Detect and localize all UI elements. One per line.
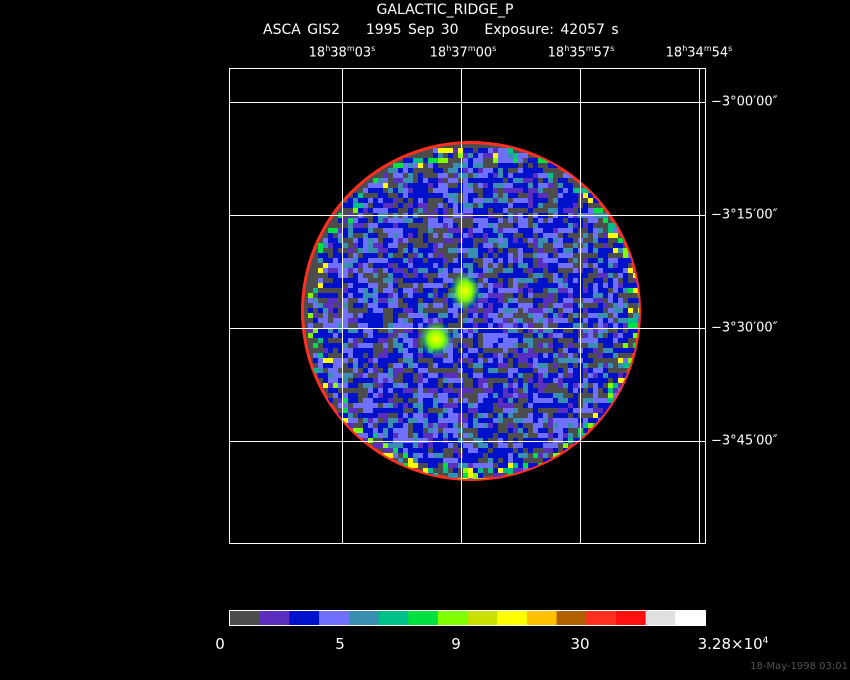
colorbar-swatch — [675, 611, 706, 625]
colorbar-frame — [229, 610, 706, 626]
colorbar-swatch — [497, 611, 528, 625]
colorbar-swatch — [319, 611, 350, 625]
instrument: ASCA GIS2 — [263, 22, 341, 38]
colorbar-swatch — [467, 611, 498, 625]
plot-frame — [229, 68, 706, 544]
colorbar-swatch — [645, 611, 676, 625]
colorbar-label: 0 — [215, 635, 225, 653]
colorbar — [229, 610, 706, 626]
colorbar-swatch — [556, 611, 587, 625]
colorbar-swatch — [586, 611, 617, 625]
colorbar-swatch — [615, 611, 647, 625]
colorbar-swatch — [526, 611, 558, 625]
object-name: GALACTIC_RIDGE_P — [376, 2, 514, 18]
dec-tick-label: −3°30′00″ — [711, 320, 778, 336]
exposure-label: Exposure: — [484, 22, 554, 38]
bright-source — [449, 271, 481, 311]
observation-info: ASCA GIS2 1995 Sep 30 Exposure: 42057 s — [263, 22, 619, 38]
coordinate-grid — [230, 69, 705, 543]
colorbar-swatch — [259, 611, 290, 625]
dec-tick-label: −3°00′00″ — [711, 94, 778, 110]
dec-tick-label: −3°15′00″ — [711, 207, 778, 223]
obs-date: 1995 Sep 30 — [365, 22, 459, 38]
colorbar-swatch — [230, 611, 261, 625]
ra-tick-label: 18h38m03s — [308, 44, 376, 61]
colorbar-swatch — [348, 611, 379, 625]
ra-tick-label: 18h34m54s — [665, 44, 733, 61]
exposure-value: 42057 s — [560, 22, 619, 38]
colorbar-swatch — [289, 611, 320, 625]
colorbar-swatch — [408, 611, 439, 625]
colorbar-label: 30 — [570, 635, 590, 653]
ra-tick-label: 18h37m00s — [429, 44, 497, 61]
colorbar-label: 9 — [451, 635, 461, 653]
timestamp: 18-May-1998 03:01 — [750, 661, 848, 672]
colorbar-label: 5 — [335, 635, 345, 653]
colorbar-max-label: 3.28×104 — [697, 635, 769, 653]
colorbar-swatch — [378, 611, 409, 625]
dec-tick-label: −3°45′00″ — [711, 433, 778, 449]
colorbar-swatch — [437, 611, 468, 625]
bright-source — [418, 321, 454, 357]
image-pixels — [308, 148, 639, 479]
ra-tick-label: 18h35m57s — [547, 44, 615, 61]
